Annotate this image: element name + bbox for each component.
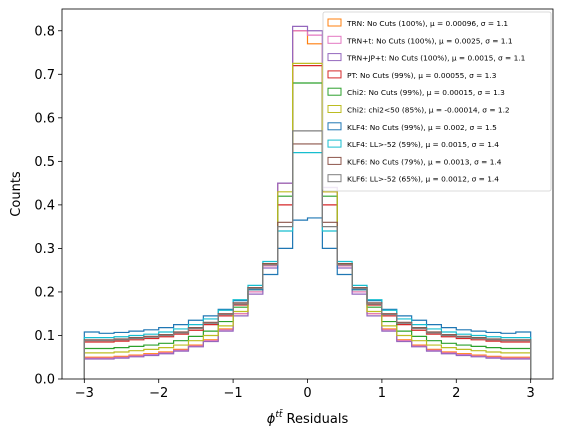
series-line-7 [83, 152, 532, 379]
y-axis-label: Counts [9, 171, 24, 217]
y-axis: 0.0 0.1 0.2 0.3 0.4 0.5 0.6 0.7 0.8 [34, 24, 62, 388]
legend-entry: KLF6: LL>-52 (65%), μ = 0.0012, σ = 1.4 [347, 175, 499, 184]
x-axis-label-superscript: tt̄ [275, 408, 283, 420]
legend-swatch [327, 105, 342, 113]
x-axis-label-symbol: ϕ [267, 412, 276, 427]
y-tick-label: 0.7 [34, 68, 55, 83]
x-tick-label: 3 [527, 386, 535, 401]
series-layer [83, 25, 532, 379]
x-tick-label: −2 [149, 386, 168, 401]
legend-swatch [327, 156, 342, 165]
legend-swatch [327, 139, 342, 148]
x-axis-label-text: Residuals [282, 412, 348, 427]
x-tick-label: −3 [75, 386, 94, 401]
legend-swatch [327, 174, 342, 183]
series-line-9 [83, 130, 532, 379]
x-axis: −3 −2 −1 0 1 2 3 [75, 379, 535, 401]
legend-entry: Chi2: chi2<50 (85%), μ = -0.00014, σ = 1… [347, 106, 510, 115]
y-tick-label: 0.2 [34, 285, 55, 300]
series-line-6 [83, 217, 532, 379]
legend-swatch [327, 18, 342, 27]
series-line-2 [83, 25, 532, 379]
legend-entry: TRN+t: No Cuts (100%), μ = 0.0025, σ = 1… [346, 36, 513, 45]
legend-entry: TRN+JP+t: No Cuts (100%), μ = 0.0015, σ … [346, 54, 526, 63]
legend: TRN: No Cuts (100%), μ = 0.00096, σ = 1.… [322, 11, 552, 192]
series-line-5 [83, 62, 532, 379]
legend-entry: KLF6: No Cuts (79%), μ = 0.0013, σ = 1.4 [347, 157, 502, 166]
y-tick-label: 0.6 [34, 111, 55, 126]
legend-frame [322, 11, 552, 192]
series-line-4 [83, 82, 532, 379]
legend-swatch [327, 122, 342, 131]
legend-swatch [327, 53, 342, 62]
y-tick-label: 0.0 [34, 373, 55, 388]
legend-entry: KLF4: LL>-52 (59%), μ = 0.0015, σ = 1.4 [347, 140, 499, 149]
legend-entry: TRN: No Cuts (100%), μ = 0.00096, σ = 1.… [346, 19, 508, 28]
y-tick-label: 0.5 [34, 155, 55, 170]
x-tick-label: 1 [378, 386, 386, 401]
y-tick-label: 0.4 [34, 198, 55, 213]
x-tick-label: −1 [224, 386, 243, 401]
y-tick-label: 0.1 [34, 329, 55, 344]
legend-swatch [327, 35, 342, 44]
x-tick-label: 0 [303, 386, 311, 401]
legend-entry: KLF4: No Cuts (99%), μ = 0.002, σ = 1.5 [347, 123, 497, 132]
x-axis-label: ϕtt̄ Residuals [267, 408, 349, 427]
legend-entry: Chi2: No Cuts (99%), μ = 0.00015, σ = 1.… [347, 88, 505, 97]
legend-swatch [327, 70, 342, 79]
y-tick-label: 0.8 [34, 24, 55, 39]
y-tick-label: 0.3 [34, 242, 55, 257]
legend-swatch [327, 87, 342, 96]
legend-entry: PT: No Cuts (99%), μ = 0.00055, σ = 1.3 [347, 71, 497, 80]
x-tick-label: 2 [452, 386, 460, 401]
